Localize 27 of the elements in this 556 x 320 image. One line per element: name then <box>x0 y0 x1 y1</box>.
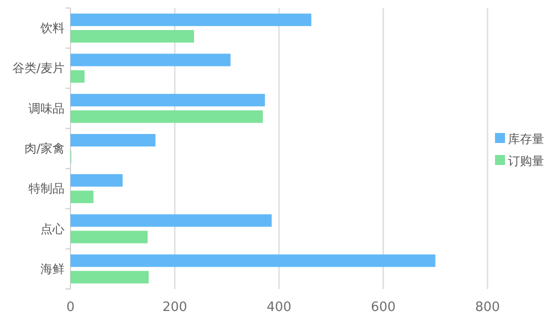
y-tick-label: 海鲜 <box>40 262 64 276</box>
y-tick-label: 饮料 <box>40 21 64 36</box>
bar <box>70 254 436 267</box>
bar <box>70 14 312 26</box>
y-tick-label: 特制品 <box>28 182 64 196</box>
bar <box>70 174 123 187</box>
bar <box>70 70 85 83</box>
x-tick-label: 600 <box>370 300 396 315</box>
bar <box>70 94 265 106</box>
y-tick-label: 调味品 <box>28 101 64 116</box>
x-tick-label: 0 <box>66 300 75 315</box>
bar <box>70 270 149 284</box>
bar <box>70 54 231 66</box>
x-tick-label: 200 <box>162 300 188 315</box>
bar <box>70 214 272 227</box>
bar <box>70 134 156 146</box>
bar <box>70 230 148 244</box>
bar <box>70 30 194 43</box>
y-tick-label: 点心 <box>40 222 64 236</box>
bar <box>70 110 263 123</box>
x-tick-label: 400 <box>266 300 292 315</box>
y-tick-label: 肉/家禽 <box>24 142 64 156</box>
y-tick-label: 谷类/麦片 <box>12 61 64 76</box>
bar <box>70 190 94 204</box>
legend-label: 订购量 <box>508 154 544 168</box>
legend-label: 库存量 <box>508 132 544 146</box>
x-tick-label: 800 <box>475 300 500 315</box>
